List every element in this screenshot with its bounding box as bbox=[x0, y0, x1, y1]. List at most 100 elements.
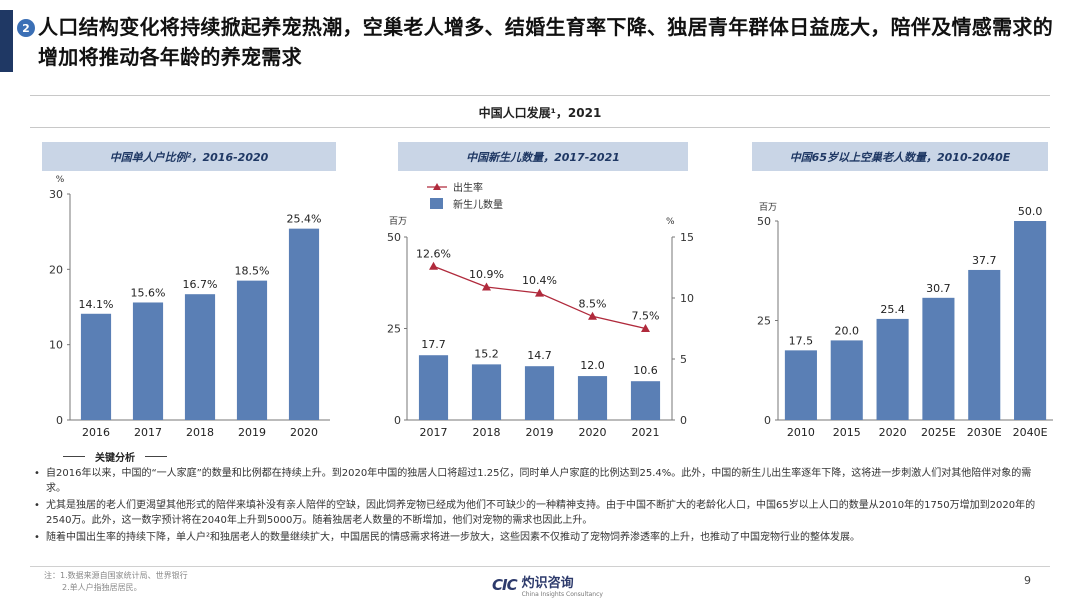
panel-title-empty-nest: 中国65岁以上空巢老人数量，2010-2040E bbox=[752, 142, 1048, 171]
birth-rate-point bbox=[588, 311, 597, 320]
y-tick-label: 10 bbox=[49, 339, 63, 352]
birth-rate-point bbox=[429, 261, 438, 270]
bar-value-label: 10.6 bbox=[633, 364, 658, 377]
bar-value-label: 50.0 bbox=[1018, 205, 1043, 218]
bar-value-label: 17.7 bbox=[421, 338, 446, 351]
bar bbox=[968, 269, 1001, 420]
x-tick-label: 2017 bbox=[134, 426, 162, 439]
footnote-divider bbox=[30, 566, 1050, 567]
section-title: 中国人口发展¹，2021 bbox=[478, 106, 602, 120]
y-right-tick-label: 5 bbox=[680, 353, 687, 366]
analysis-bullet: 自2016年以来，中国的“一人家庭”的数量和比例都在持续上升。到2020年中国的… bbox=[34, 466, 1044, 496]
bar-value-label: 20.0 bbox=[835, 324, 860, 337]
footnote: 2.单人户指独居居民。 bbox=[62, 583, 142, 592]
bar-value-label: 30.7 bbox=[926, 282, 951, 295]
y-right-unit-label: % bbox=[666, 217, 675, 227]
bar-value-label: 25.4% bbox=[287, 213, 322, 226]
legend-line-label: 出生率 bbox=[453, 181, 483, 194]
birth-rate-point bbox=[535, 288, 544, 297]
x-tick-label: 2020 bbox=[579, 426, 607, 439]
bar bbox=[876, 318, 909, 420]
y-left-tick-label: 50 bbox=[387, 231, 401, 244]
page-number: 9 bbox=[1024, 574, 1031, 587]
x-tick-label: 2030E bbox=[967, 426, 1002, 439]
logo-tagline: China Insights Consultancy bbox=[521, 591, 603, 598]
bar bbox=[288, 228, 320, 420]
y-unit-label: % bbox=[56, 175, 65, 185]
footnotes: 注：1.数据来源自国家统计局、世界银行 2.单人户指独居居民。 bbox=[44, 570, 188, 594]
y-unit-label: 百万 bbox=[759, 202, 777, 213]
analysis-line-left bbox=[63, 455, 85, 457]
logo-name: 灼识咨询 bbox=[521, 576, 574, 591]
y-tick-label: 0 bbox=[764, 414, 771, 427]
birth-rate-label: 12.6% bbox=[416, 247, 451, 260]
x-tick-label: 2020 bbox=[879, 426, 907, 439]
bar bbox=[418, 355, 449, 420]
x-tick-label: 2018 bbox=[186, 426, 214, 439]
bar-value-label: 25.4 bbox=[880, 303, 905, 316]
section-badge: 2 bbox=[17, 19, 35, 37]
bar-value-label: 15.2 bbox=[474, 347, 499, 360]
title-divider bbox=[30, 127, 1050, 128]
y-left-unit-label: 百万 bbox=[389, 216, 407, 227]
y-right-tick-label: 10 bbox=[680, 292, 694, 305]
y-right-tick-label: 0 bbox=[680, 414, 687, 427]
bar bbox=[630, 381, 661, 420]
legend-triangle-marker bbox=[433, 183, 441, 190]
bar bbox=[524, 366, 555, 420]
birth-rate-label: 10.9% bbox=[469, 268, 504, 281]
legend-bar-label: 新生儿数量 bbox=[453, 198, 503, 211]
bar bbox=[184, 294, 216, 420]
analysis-bullets: 自2016年以来，中国的“一人家庭”的数量和比例都在持续上升。到2020年中国的… bbox=[34, 466, 1044, 547]
y-tick-label: 25 bbox=[757, 315, 771, 328]
bar bbox=[577, 376, 608, 420]
bar bbox=[784, 350, 817, 420]
bar-value-label: 15.6% bbox=[131, 286, 166, 299]
x-tick-label: 2040E bbox=[1013, 426, 1048, 439]
y-left-tick-label: 25 bbox=[387, 323, 401, 336]
x-tick-label: 2017 bbox=[420, 426, 448, 439]
bar bbox=[1014, 221, 1047, 420]
analysis-bullet: 尤其是独居的老人们更渴望其他形式的陪伴来填补没有亲人陪伴的空缺，因此饲养宠物已经… bbox=[34, 498, 1044, 528]
x-tick-label: 2025E bbox=[921, 426, 956, 439]
bar bbox=[132, 302, 164, 420]
chart-single-household-ratio: % 0 10 20 30 14.1% 2016 15.6% 2017 16.7% 2018 18.5%… bbox=[49, 175, 330, 439]
cic-logo: CIC 灼识咨询 China Insights Consultancy bbox=[492, 572, 603, 598]
logo-mark: CIC bbox=[492, 576, 518, 594]
analysis-line-right bbox=[145, 455, 167, 457]
footnote: 注：1.数据来源自国家统计局、世界银行 bbox=[44, 571, 188, 580]
bar-value-label: 18.5% bbox=[235, 265, 270, 278]
bar bbox=[922, 297, 955, 420]
y-tick-label: 0 bbox=[56, 414, 63, 427]
y-right-tick-label: 15 bbox=[680, 231, 694, 244]
bar-value-label: 12.0 bbox=[580, 359, 605, 372]
accent-bar bbox=[0, 10, 13, 72]
x-tick-label: 2010 bbox=[787, 426, 815, 439]
y-tick-label: 50 bbox=[757, 215, 771, 228]
bar-value-label: 17.5 bbox=[789, 334, 814, 347]
x-tick-label: 2019 bbox=[238, 426, 266, 439]
x-tick-label: 2021 bbox=[632, 426, 660, 439]
analysis-label-text: 关键分析 bbox=[95, 452, 135, 464]
x-tick-label: 2015 bbox=[833, 426, 861, 439]
birth-rate-label: 7.5% bbox=[632, 310, 660, 323]
bar-value-label: 14.1% bbox=[79, 298, 114, 311]
page-headline: 人口结构变化将持续掀起养宠热潮，空巢老人增多、结婚生育率下降、独居青年群体日益庞… bbox=[38, 15, 1053, 69]
x-tick-label: 2020 bbox=[290, 426, 318, 439]
bar-value-label: 16.7% bbox=[183, 278, 218, 291]
y-tick-label: 30 bbox=[49, 188, 63, 201]
birth-rate-point bbox=[641, 324, 650, 332]
bar bbox=[830, 340, 863, 420]
top-divider bbox=[30, 95, 1050, 96]
legend-bar-marker bbox=[430, 198, 443, 209]
y-tick-label: 20 bbox=[49, 263, 63, 276]
chart-empty-nest-elderly: 百万 0 25 50 17.5 2010 20.0 2015 25.4 2020 30.7 2025E… bbox=[757, 202, 1053, 439]
bar bbox=[80, 313, 112, 420]
x-tick-label: 2016 bbox=[82, 426, 110, 439]
panel-title-single-household: 中国单人户比例²，2016-2020 bbox=[42, 142, 336, 171]
bar bbox=[236, 280, 268, 420]
bar-value-label: 14.7 bbox=[527, 349, 552, 362]
birth-rate-label: 10.4% bbox=[522, 274, 557, 287]
bar bbox=[471, 364, 502, 420]
panel-title-newborns: 中国新生儿数量，2017-2021 bbox=[398, 142, 688, 171]
